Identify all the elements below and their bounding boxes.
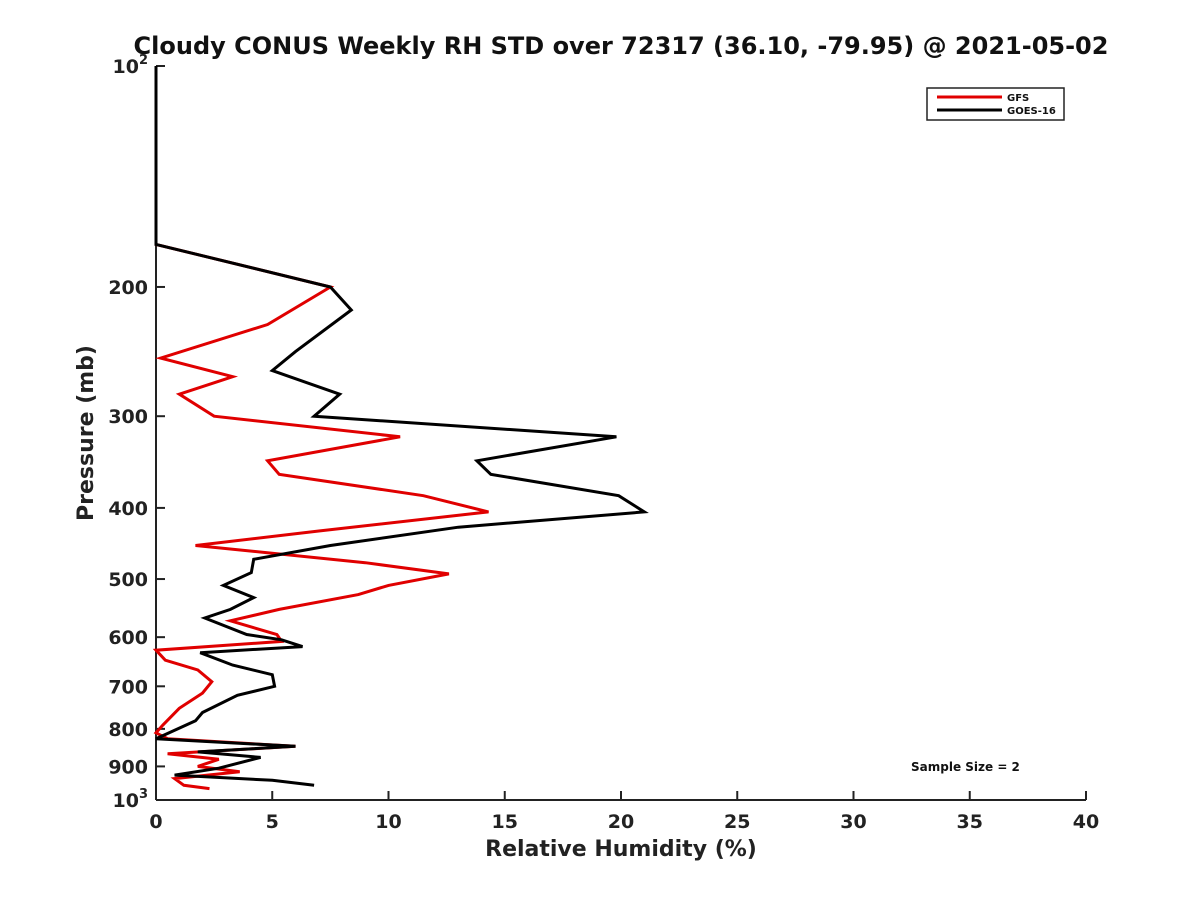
legend-label-gfs: GFS [1007,93,1029,104]
x-tick-label: 20 [608,811,634,833]
legend-label-goes16: GOES-16 [1007,106,1056,117]
y-tick-label: 103 [113,787,149,812]
sample-size-annotation: Sample Size = 2 [911,760,1020,774]
x-tick-label: 10 [375,811,401,833]
y-tick-label: 200 [108,277,148,299]
series-lines [152,66,649,791]
y-tick-label: 900 [108,756,148,778]
x-tick-label: 40 [1073,811,1099,833]
series-line-goes16 [154,66,649,787]
x-tick-label: 15 [492,811,518,833]
chart-title: Cloudy CONUS Weekly RH STD over 72317 (3… [134,32,1109,60]
x-tick-label: 30 [840,811,866,833]
legend: GFS GOES-16 [926,87,1065,121]
x-tick-label: 5 [266,811,279,833]
y-tick-label: 400 [108,498,148,520]
plot-area [155,66,1086,801]
series-line-gfs [152,66,489,791]
x-tick-label: 35 [957,811,983,833]
x-tick-label: 0 [149,811,162,833]
x-axis-label: Relative Humidity (%) [485,837,757,862]
y-tick-base: 10 [113,56,139,78]
y-tick-exponent: 3 [139,787,148,802]
x-tick-label: 25 [724,811,750,833]
y-tick-exponent: 2 [139,53,148,68]
y-tick-label: 300 [108,406,148,428]
y-tick-label: 600 [108,627,148,649]
y-tick-label: 700 [108,676,148,698]
y-tick-label: 102 [113,53,149,78]
y-tick-label: 500 [108,569,148,591]
y-tick-base: 10 [113,790,139,812]
y-axis-label: Pressure (mb) [74,345,99,521]
x-ticks: 0 5 10 15 20 25 30 35 40 [149,791,1099,833]
legend-box [926,87,1065,121]
y-tick-label: 800 [108,719,148,741]
